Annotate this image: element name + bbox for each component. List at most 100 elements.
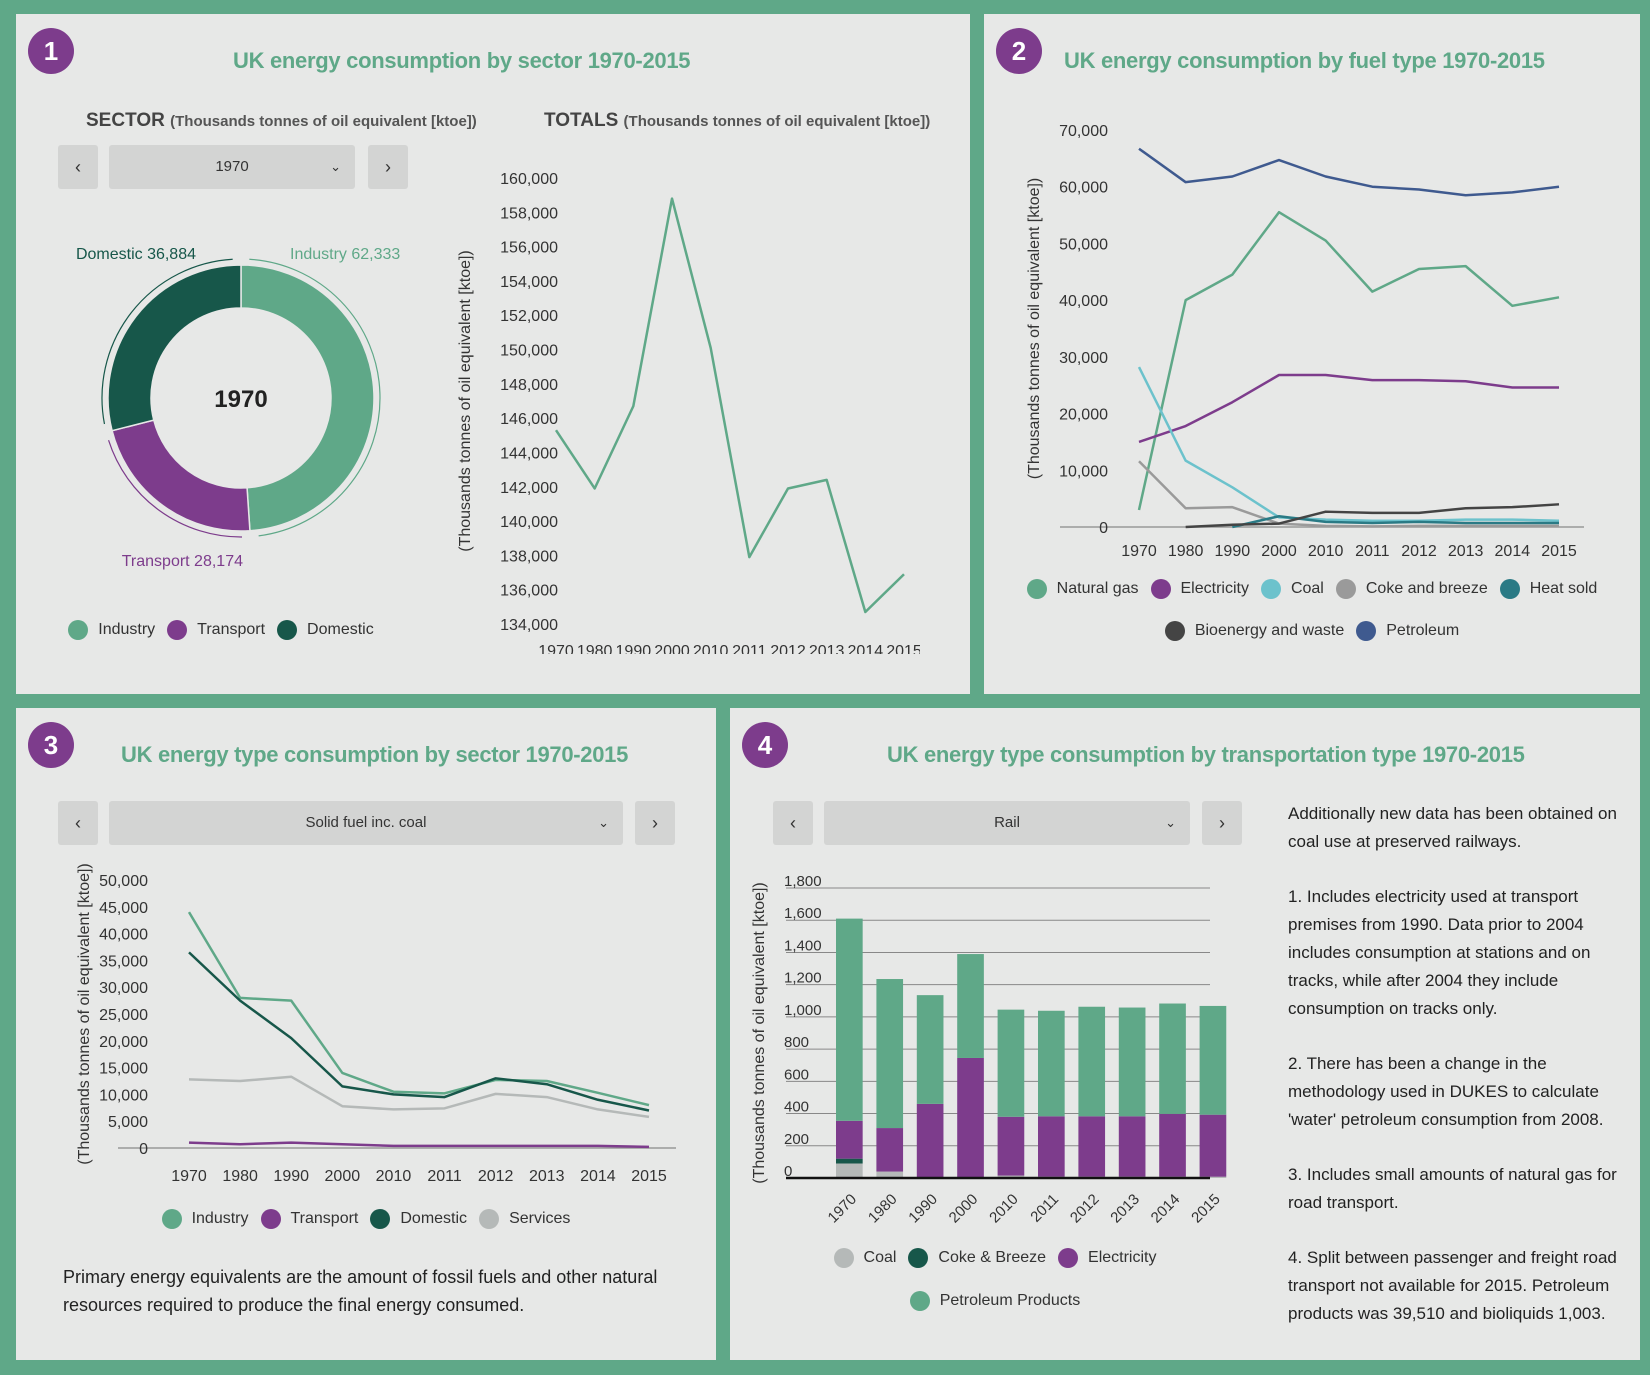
bar-segment-coal bbox=[876, 1171, 904, 1178]
bar-segment-petroleum-products bbox=[916, 995, 944, 1104]
panel-sector: 1 UK energy consumption by sector 1970-2… bbox=[16, 14, 970, 694]
prev-fuel-button[interactable]: ‹ bbox=[58, 801, 98, 845]
x-tick-label: 2000 bbox=[325, 1168, 361, 1185]
legend-item[interactable]: Domestic bbox=[277, 620, 374, 640]
x-tick-label: 1990 bbox=[616, 643, 652, 654]
transport-select[interactable]: Rail ⌄ bbox=[824, 801, 1190, 845]
legend-item[interactable]: Bioenergy and waste bbox=[1164, 621, 1344, 641]
x-tick-label: 2012 bbox=[1067, 1191, 1103, 1227]
donut-slice-transport bbox=[111, 419, 251, 532]
bar-segment-coal bbox=[836, 1163, 863, 1178]
x-tick-label: 2014 bbox=[1148, 1191, 1184, 1227]
bar-segment-electricity bbox=[1199, 1114, 1227, 1177]
year-select[interactable]: 1970 ⌄ bbox=[109, 145, 355, 189]
sector-heading-label: SECTOR bbox=[86, 110, 165, 131]
y-tick-label: 160,000 bbox=[500, 171, 558, 188]
slice-data-label: Domestic 36,884 bbox=[76, 246, 196, 263]
bar-segment-coke-breeze bbox=[836, 1158, 863, 1164]
legend-item[interactable]: Coal bbox=[833, 1248, 896, 1268]
bar-segment-petroleum-products bbox=[836, 918, 863, 1121]
x-tick-label: 2014 bbox=[848, 643, 884, 654]
y-tick-label: 5,000 bbox=[108, 1114, 148, 1131]
prev-year-button[interactable]: ‹ bbox=[58, 145, 98, 189]
y-tick-label: 0 bbox=[784, 1163, 792, 1180]
legend-item[interactable]: Transport bbox=[167, 620, 265, 640]
legend-item[interactable]: Transport bbox=[260, 1209, 359, 1229]
x-tick-label: 1980 bbox=[1168, 543, 1204, 560]
sector-fuel-line-chart: 0 5,000 10,000 15,000 20,000 25,000 30,000 35,0… bbox=[76, 863, 676, 1185]
slice-data-label: Transport 28,174 bbox=[122, 553, 243, 570]
bar-segment-coal bbox=[1199, 1176, 1227, 1178]
legend-item[interactable]: Industry bbox=[68, 620, 155, 640]
legend-item[interactable]: Coke and breeze bbox=[1335, 579, 1488, 599]
legend-item[interactable]: Petroleum Products bbox=[909, 1291, 1080, 1311]
legend-label: Transport bbox=[290, 1210, 359, 1227]
panel-number-badge: 2 bbox=[996, 28, 1042, 74]
panel-number-badge: 3 bbox=[28, 722, 74, 768]
legend-item[interactable]: Electricity bbox=[1150, 579, 1249, 599]
y-tick-label: 800 bbox=[784, 1034, 809, 1051]
x-tick-label: 1970 bbox=[538, 643, 574, 654]
donut-center-label: 1970 bbox=[214, 386, 267, 413]
x-tick-label: 2010 bbox=[376, 1168, 412, 1185]
bar-segment-electricity bbox=[957, 1057, 984, 1178]
panel-title: UK energy type consumption by transporta… bbox=[887, 742, 1525, 767]
next-fuel-button[interactable]: › bbox=[635, 801, 675, 845]
x-tick-label: 2010 bbox=[986, 1191, 1022, 1227]
note-intro: Additionally new data has been obtained … bbox=[1288, 804, 1617, 851]
legend-item[interactable]: Coal bbox=[1260, 579, 1324, 599]
y-tick-label: 136,000 bbox=[500, 583, 558, 600]
legend-swatch bbox=[1150, 579, 1171, 599]
legend-label: Coal bbox=[1290, 580, 1324, 597]
slice-label-leader bbox=[101, 258, 233, 425]
x-tick-label: 2015 bbox=[1541, 543, 1577, 560]
slice-label-leader bbox=[107, 440, 243, 538]
sector-fuel-legend: Industry Transport Domestic Services bbox=[16, 1209, 716, 1229]
legend-swatch bbox=[908, 1248, 929, 1268]
y-tick-label: 60,000 bbox=[1059, 180, 1108, 197]
legend-swatch bbox=[1026, 579, 1047, 599]
y-tick-label: 146,000 bbox=[500, 411, 558, 428]
legend-item[interactable]: Petroleum bbox=[1356, 621, 1459, 641]
y-tick-label: 15,000 bbox=[99, 1061, 148, 1078]
legend-item[interactable]: Natural gas bbox=[1026, 579, 1139, 599]
legend-label: Heat sold bbox=[1529, 580, 1598, 597]
x-tick-label: 1980 bbox=[222, 1168, 258, 1185]
legend-item[interactable]: Domestic bbox=[370, 1209, 467, 1229]
transport-stacked-bar-chart: 0 200 400 600 800 1,000 1,200 1,400 1,600 1,800 19… bbox=[751, 873, 1227, 1227]
chevron-down-icon: ⌄ bbox=[598, 815, 609, 830]
prev-transport-button[interactable]: ‹ bbox=[773, 801, 813, 845]
legend-label: Coke & Breeze bbox=[938, 1249, 1047, 1266]
next-year-button[interactable]: › bbox=[368, 145, 408, 189]
bar-segment-petroleum-products bbox=[1118, 1007, 1146, 1117]
legend-item[interactable]: Electricity bbox=[1058, 1248, 1156, 1268]
series-line-bioenergy-and-waste bbox=[1185, 503, 1560, 529]
legend-item[interactable]: Coke & Breeze bbox=[908, 1248, 1046, 1268]
x-tick-label: 1980 bbox=[577, 643, 613, 654]
legend-item[interactable]: Heat sold bbox=[1499, 579, 1598, 599]
sector-heading-unit: (Thousands tonnes of oil equivalent [kto… bbox=[170, 113, 477, 130]
legend-item[interactable]: Industry bbox=[161, 1209, 249, 1229]
y-tick-label: 40,000 bbox=[99, 927, 148, 944]
legend-swatch bbox=[370, 1209, 391, 1229]
fuel-select[interactable]: Solid fuel inc. coal ⌄ bbox=[109, 801, 623, 845]
legend-item[interactable]: Services bbox=[479, 1209, 570, 1229]
totals-line-chart: 134,000 136,000 138,000 140,000 142,000 144,0… bbox=[457, 171, 920, 654]
next-transport-button[interactable]: › bbox=[1202, 801, 1242, 845]
series-line-transport bbox=[188, 1141, 650, 1149]
x-tick-label: 2010 bbox=[693, 643, 729, 654]
legend-swatch bbox=[1356, 621, 1377, 641]
bar-segment-electricity bbox=[1159, 1113, 1186, 1177]
legend-swatch bbox=[167, 620, 188, 640]
legend-swatch bbox=[1335, 579, 1356, 599]
panel-title: UK energy consumption by fuel type 1970-… bbox=[1064, 48, 1545, 73]
series-line-domestic bbox=[188, 951, 650, 1112]
legend-swatch bbox=[260, 1209, 281, 1229]
series-line-petroleum bbox=[1138, 147, 1560, 197]
chevron-down-icon: ⌄ bbox=[1165, 815, 1176, 830]
y-tick-label: 142,000 bbox=[500, 480, 558, 497]
series-line-electricity bbox=[1138, 373, 1559, 444]
legend-swatch bbox=[161, 1209, 182, 1229]
sector-donut-chart: 1970 Industry 62,333 Transport 28,174 Domes… bbox=[76, 246, 400, 570]
note-2: 2. There has been a change in the method… bbox=[1288, 1054, 1604, 1129]
